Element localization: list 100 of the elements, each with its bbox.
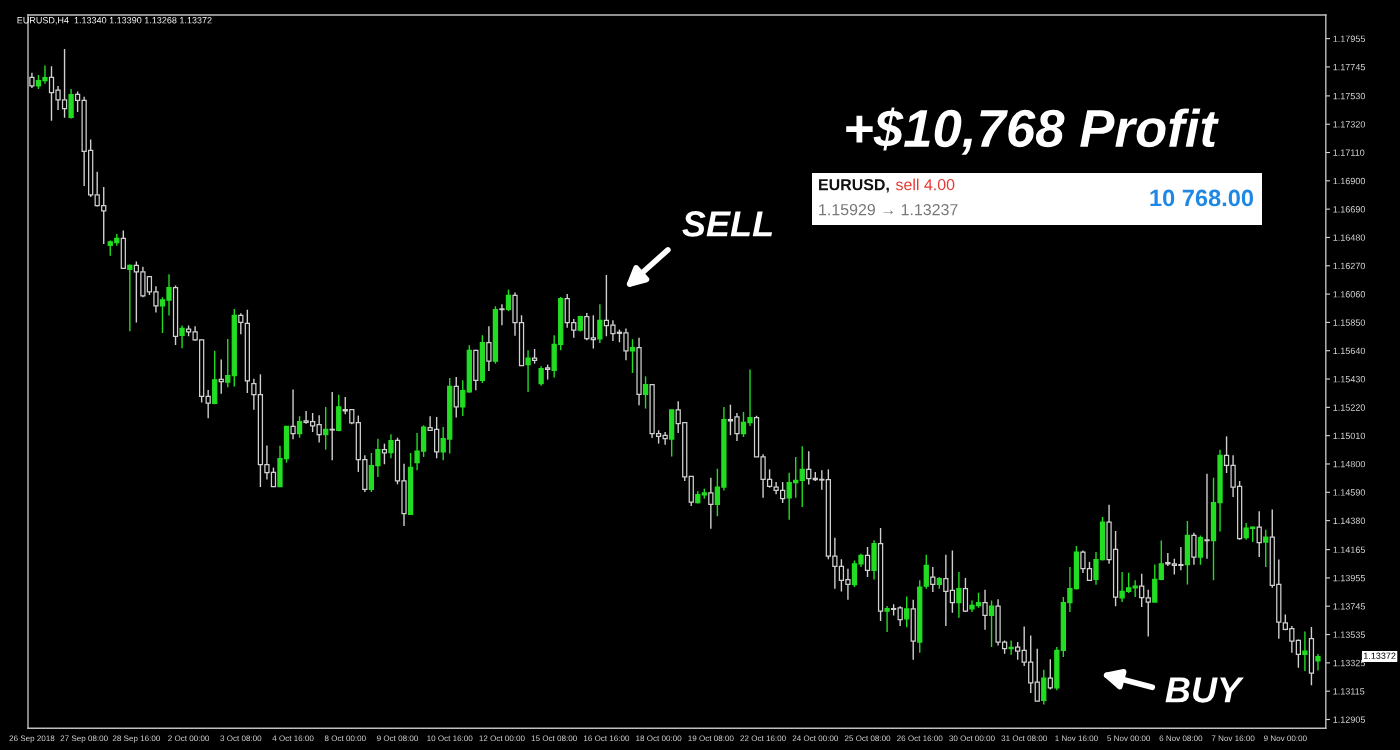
annotation: +$10,768 Profit: [846, 107, 1219, 155]
y-tick-label: 1.15640: [1333, 347, 1366, 355]
candlestick: [1256, 510, 1262, 558]
x-tick-label: 9 Nov 00:00: [1263, 735, 1307, 742]
y-tick-label: 1.13325: [1333, 659, 1365, 667]
x-tick-label: 2 Oct 00:00: [168, 735, 210, 742]
y-tick-label: 1.17955: [1333, 35, 1365, 42]
x-tick-label: 28 Sep 16:00: [112, 735, 161, 743]
candlestick: [799, 445, 805, 508]
x-tick-label: 6 Nov 08:00: [1159, 735, 1203, 742]
candlestick: [499, 303, 505, 326]
candlestick: [1008, 639, 1014, 656]
annotation: 10 768.00: [1150, 189, 1254, 207]
x-tick-label: 26 Sep 2018: [9, 735, 55, 743]
candlestick: [1152, 563, 1158, 603]
candlestick: [1034, 648, 1040, 702]
candlestick: [930, 566, 936, 593]
candlestick: [1047, 658, 1053, 691]
y-tick-label: 1.17530: [1333, 92, 1366, 100]
y-tick-label: 1.16900: [1333, 177, 1366, 185]
x-tick-label: 4 Oct 16:00: [272, 735, 314, 742]
candlestick: [1041, 669, 1047, 706]
y-tick-label: 1.16480: [1333, 234, 1366, 241]
candlestick: [329, 391, 335, 462]
candlestick: [388, 433, 394, 460]
candlestick: [584, 312, 590, 341]
candlestick: [460, 379, 466, 417]
candlestick: [1263, 528, 1269, 568]
y-tick-label: 1.14800: [1333, 460, 1366, 468]
x-tick-label: 26 Oct 16:00: [897, 735, 943, 742]
x-tick-label: 27 Sep 08:00: [60, 735, 108, 743]
chart-title: EURUSD,H4 1.13340 1.13390 1.13268 1.13372: [17, 17, 212, 25]
candlestick: [642, 375, 649, 410]
y-tick-label: 1.12905: [1333, 716, 1365, 723]
candlestick: [1302, 630, 1308, 672]
candlestick: [1191, 532, 1197, 566]
candlestick: [962, 577, 969, 613]
candlestick: [238, 312, 244, 335]
y-tick-label: 1.15010: [1333, 432, 1366, 440]
candlestick: [205, 389, 211, 419]
y-tick-label: 1.15850: [1333, 319, 1366, 326]
candlestick: [218, 358, 224, 395]
candlestick: [1165, 552, 1171, 567]
x-tick-label: 16 Oct 16:00: [583, 735, 630, 742]
candlestick: [982, 589, 988, 631]
candlestick: [453, 376, 459, 419]
candlestick: [179, 324, 185, 349]
candlestick: [290, 388, 296, 441]
candlestick: [597, 303, 603, 344]
candlestick: [505, 288, 512, 312]
candlestick: [525, 349, 531, 393]
x-tick-label: 9 Oct 08:00: [377, 735, 418, 742]
y-tick-label: 1.15220: [1333, 404, 1366, 411]
x-tick-label: 19 Oct 08:00: [688, 735, 734, 742]
x-tick-label: 30 Oct 00:00: [949, 735, 995, 742]
candlestick: [590, 314, 596, 350]
candlestick: [629, 338, 636, 374]
x-tick-label: 31 Oct 08:00: [1001, 735, 1047, 742]
annotation: 1.15929 → 1.13237: [819, 203, 958, 216]
annotation: EURUSD,: [819, 178, 889, 193]
candlestick: [225, 338, 231, 388]
y-tick-label: 1.14380: [1333, 517, 1366, 524]
x-tick-label: 5 Nov 00:00: [1107, 735, 1151, 742]
y-tick-label: 1.16270: [1333, 262, 1366, 270]
y-tick-label: 1.16060: [1333, 291, 1366, 298]
candlestick: [1204, 472, 1210, 560]
y-tick-label: 1.13115: [1333, 688, 1365, 695]
x-tick-label: 12 Oct 00:00: [479, 735, 525, 742]
y-tick-label: 1.17110: [1333, 149, 1365, 156]
candlestick: [708, 477, 714, 530]
x-tick-label: 25 Oct 08:00: [844, 735, 891, 742]
y-tick-label: 1.13745: [1333, 603, 1365, 610]
candlestick: [884, 605, 890, 633]
y-tick-label: 1.17745: [1333, 63, 1365, 71]
x-tick-label: 24 Oct 00:00: [792, 735, 839, 742]
x-tick-label: 8 Oct 00:00: [324, 735, 366, 742]
y-tick-label: 1.16690: [1333, 206, 1366, 213]
candlestick: [127, 263, 133, 332]
y-tick-label: 1.13955: [1333, 574, 1365, 582]
candlestick: [68, 88, 74, 120]
x-tick-label: 18 Oct 00:00: [636, 735, 682, 742]
x-tick-label: 7 Nov 16:00: [1211, 735, 1255, 742]
candlestick: [381, 442, 388, 465]
candlestick: [904, 595, 910, 628]
y-tick-label: 1.13535: [1333, 631, 1365, 638]
x-tick-label: 3 Oct 08:00: [220, 735, 262, 742]
candlestick: [1197, 534, 1204, 566]
x-tick-label: 22 Oct 16:00: [740, 735, 786, 742]
y-tick-label: 1.15430: [1333, 376, 1366, 383]
candlestick: [1158, 539, 1164, 582]
annotation: SELL: [682, 211, 773, 237]
candlestick: [1139, 573, 1145, 608]
candlestick: [538, 365, 544, 387]
candlestick: [336, 393, 342, 433]
y-tick-label: 1.14165: [1333, 546, 1365, 553]
annotation: BUY: [1165, 677, 1244, 703]
candlestick: [988, 599, 995, 648]
x-tick-label: 15 Oct 08:00: [531, 735, 577, 742]
candlestick: [1132, 579, 1138, 598]
candlestick: [806, 450, 812, 486]
